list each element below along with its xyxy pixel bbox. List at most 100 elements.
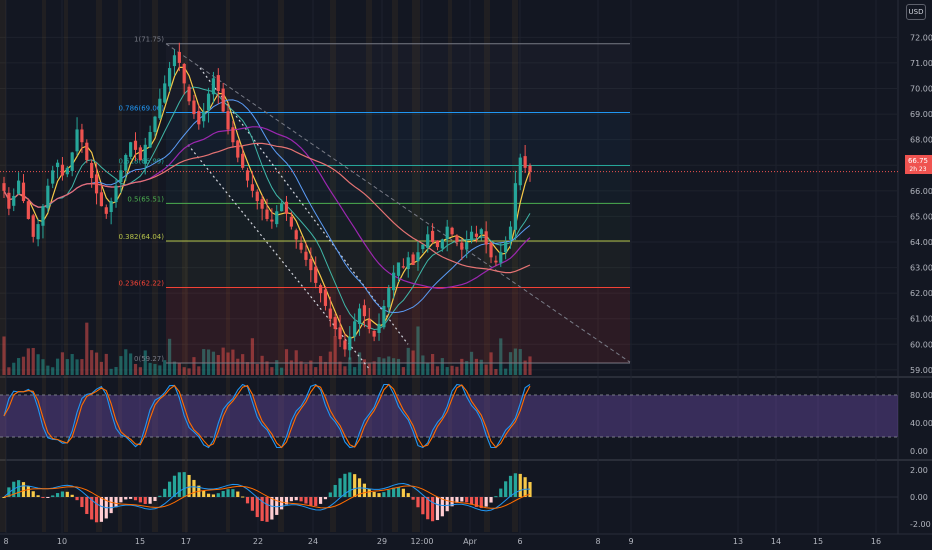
session-band: [118, 0, 122, 532]
candle-body: [36, 224, 40, 240]
volume-bar: [177, 363, 181, 375]
macd-histogram-bar: [26, 486, 30, 497]
macd-histogram-bar: [338, 478, 342, 497]
volume-bar: [192, 357, 196, 375]
volume-bar: [265, 361, 269, 375]
stoch-tick-label: 80.00: [910, 391, 932, 400]
fib-level-label: 0.236(62.22): [118, 280, 164, 288]
volume-bar: [75, 359, 79, 375]
volume-bar: [430, 354, 435, 375]
volume-bar: [435, 366, 440, 375]
candle-body: [65, 167, 69, 175]
candle-body: [255, 191, 259, 202]
candle-body: [489, 242, 493, 258]
candle-body: [172, 55, 177, 67]
volume-bar: [148, 362, 152, 375]
volume-bar: [445, 367, 449, 375]
candle-body: [353, 321, 357, 337]
fib-level-label: 0.786(69.06): [118, 105, 164, 113]
fib-zone: [166, 287, 630, 363]
volume-bars: [2, 322, 532, 375]
session-band: [512, 0, 518, 532]
macd-histogram-bar: [206, 493, 211, 497]
macd-histogram-bar: [226, 489, 230, 497]
candle-body: [348, 336, 352, 351]
candle-body: [455, 235, 459, 242]
volume-bar: [221, 347, 225, 375]
macd-histogram-bar: [318, 497, 323, 504]
macd-histogram-bar: [460, 497, 464, 502]
price-tick-label: 66.00: [910, 187, 932, 196]
macd-tick-label: 0.00: [910, 493, 928, 502]
fib-zone: [166, 165, 630, 204]
candle-body: [484, 231, 488, 245]
candle-body: [241, 153, 245, 168]
macd-histogram-bar: [148, 497, 152, 504]
macd-histogram-bar: [416, 497, 420, 508]
fibonacci-levels: 1(71.75) 0.786(69.06) 0.618(66.99) 0.5(65.5…: [0, 36, 898, 364]
session-band: [484, 0, 490, 532]
macd-histogram-bar: [411, 497, 415, 500]
volume-bar: [109, 368, 113, 375]
volume-bar: [226, 352, 230, 375]
price-tick-label: 62.00: [910, 289, 932, 298]
macd-histogram-bar: [479, 497, 483, 508]
candle-body: [17, 180, 21, 194]
macd-histogram-bar: [202, 490, 206, 497]
macd-histogram-bar: [31, 491, 35, 497]
candle-body: [90, 162, 94, 179]
volume-bar: [153, 363, 157, 375]
candle-body: [226, 111, 230, 130]
candle-body: [31, 215, 35, 237]
session-band: [226, 0, 230, 532]
volume-bar: [450, 365, 454, 375]
candle-body: [523, 156, 527, 168]
volume-bar: [46, 365, 50, 375]
volume-bar: [318, 356, 323, 375]
candle-body: [440, 239, 444, 249]
candle-body: [430, 230, 435, 242]
time-tick-label: 13: [733, 537, 743, 546]
macd-histogram-bar: [328, 492, 332, 497]
macd-histogram-bar: [250, 497, 254, 511]
candle-body: [129, 142, 133, 157]
session-band: [448, 0, 452, 532]
candle-body: [465, 241, 469, 250]
candle-body: [401, 266, 405, 268]
time-tick-label: 15: [135, 537, 145, 546]
fib-zone: [166, 287, 630, 363]
candle-body: [275, 211, 279, 225]
macd-signal-line: [3, 485, 531, 509]
candle-body: [396, 262, 401, 276]
volume-bar: [60, 352, 65, 375]
macd-histogram-bar: [333, 484, 337, 497]
candle-body: [133, 140, 138, 150]
candle-body: [260, 199, 264, 209]
candle-body: [206, 93, 211, 111]
candle-body: [99, 192, 104, 207]
macd-histogram-bar: [504, 481, 508, 497]
fib-level-label: 0.5(65.51): [127, 195, 164, 203]
macd-histogram-bar: [17, 480, 21, 497]
macd-histogram-bar: [284, 497, 289, 505]
macd-histogram-bar: [489, 497, 493, 503]
macd-histogram-bar: [46, 497, 50, 498]
macd-histogram-bar: [309, 497, 313, 506]
macd-line: [3, 482, 531, 512]
macd-histogram-bar: [474, 497, 479, 507]
volume-bar: [158, 365, 162, 375]
price-axis[interactable]: 72.0071.0070.0069.0068.0067.0066.0065.00…: [910, 33, 932, 529]
fib-zone: [166, 43, 630, 113]
price-tick-label: 71.00: [910, 59, 932, 68]
time-axis[interactable]: 8 10 15 17 22 24 29 12:00 Apr 6 8 9 13 14 15 16: [3, 537, 881, 546]
candle-body: [411, 254, 415, 266]
volume-bar: [2, 336, 6, 375]
macd-histogram-bar: [60, 491, 65, 497]
candle-body: [80, 129, 84, 143]
candle-body: [469, 231, 474, 241]
candle-body: [167, 68, 172, 87]
currency-button[interactable]: USD: [906, 4, 926, 20]
macd-tick-label: -2.00: [910, 520, 931, 529]
macd-histogram-bar: [133, 497, 138, 501]
